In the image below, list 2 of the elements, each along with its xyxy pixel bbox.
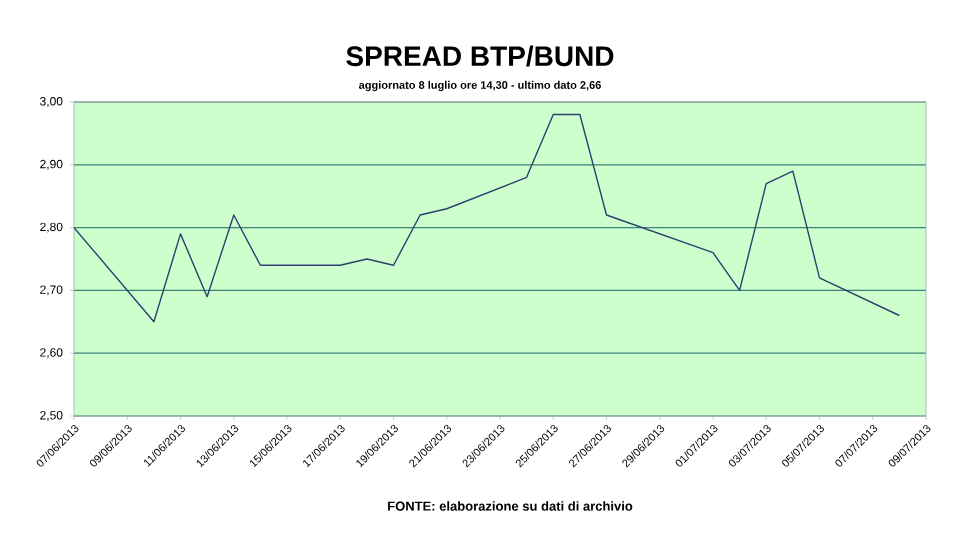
line-series bbox=[74, 113, 901, 323]
chart-title: SPREAD BTP/BUND bbox=[346, 45, 614, 67]
